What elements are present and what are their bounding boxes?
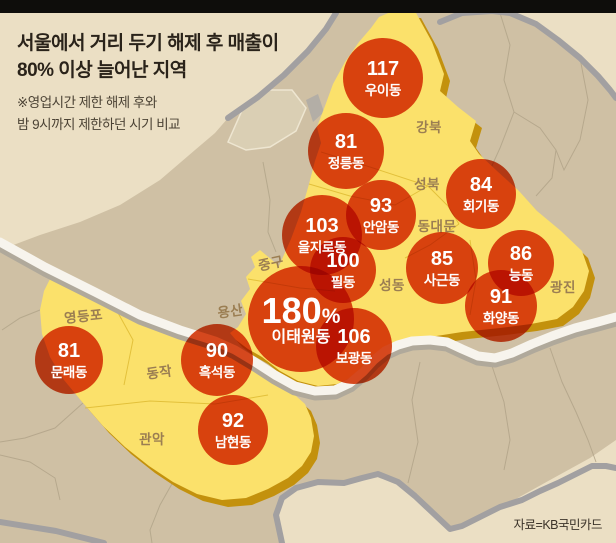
bubble-circles [35, 38, 554, 465]
bubble-circle-우이동 [343, 38, 423, 118]
district-label-영등포: 영등포 [63, 306, 103, 326]
district-label-동대문: 동대문 [418, 219, 457, 234]
bubble-circle-보광동 [316, 308, 392, 384]
district-label-성동: 성동 [379, 278, 405, 293]
bubble-value-정릉동: 81 [335, 131, 357, 153]
bubble-circle-문래동 [35, 326, 103, 394]
bubble-name-정릉동: 정릉동 [328, 155, 364, 171]
bubble-value-보광동: 106 [337, 326, 370, 348]
seoul-boundary-southeast [273, 463, 616, 543]
bubble-circle-사근동 [406, 232, 478, 304]
bubble-value-필동: 100 [326, 250, 359, 272]
bubble-value-남현동: 92 [222, 410, 244, 432]
top-black-bar [0, 0, 616, 13]
outside-seoul-southeast [276, 466, 616, 543]
district-label-성북: 성북 [414, 177, 440, 192]
bubble-name-보광동: 보광동 [336, 350, 372, 366]
bubble-name-흑석동: 흑석동 [199, 364, 235, 380]
district-label-관악: 관악 [139, 431, 165, 447]
bubble-name-남현동: 남현동 [215, 434, 251, 450]
bubble-value-회기동: 84 [470, 174, 493, 196]
district-label-광진: 광진 [550, 279, 576, 295]
bubble-name-을지로동: 을지로동 [298, 240, 346, 255]
bubble-texts: 117 우이동 81 정릉동 84 회기동 93 안암동 103 을지로동 86 능동 100 필동 85 사… [51, 58, 534, 450]
mountain-gray-shape [306, 94, 324, 122]
bubble-value-능동: 86 [510, 243, 532, 265]
bubble-name-회기동: 회기동 [463, 199, 499, 214]
bubble-value-사근동: 85 [431, 248, 453, 270]
bubble-name-능동: 능동 [509, 268, 533, 283]
bubble-value-문래동: 81 [58, 340, 80, 362]
district-label-용산: 용산 [216, 301, 244, 320]
bubble-value-을지로동: 103 [305, 215, 338, 237]
district-label-동작: 동작 [145, 362, 173, 381]
bubble-circle-안암동 [346, 180, 416, 250]
district-borders [0, 12, 597, 543]
bubble-circle-남현동 [198, 395, 268, 465]
bubble-value-흑석동: 90 [206, 340, 228, 362]
bubble-name-우이동: 우이동 [365, 82, 401, 98]
bubble-circle-흑석동 [181, 324, 253, 396]
bubble-name-화양동: 화양동 [483, 311, 519, 326]
bubble-circle-회기동 [446, 159, 516, 229]
bubble-name-이태원동: 이태원동 [272, 328, 331, 346]
bubble-value-우이동: 117 [367, 58, 399, 80]
bubble-name-필동: 필동 [331, 274, 355, 290]
bubble-value-suffix: % [322, 305, 341, 328]
bubble-name-안암동: 안암동 [363, 219, 399, 235]
source-credit: 자료=KB국민카드 [513, 518, 603, 532]
district-label-강북: 강북 [416, 119, 442, 135]
bubble-circle-정릉동 [308, 113, 384, 189]
bubble-value-화양동: 91 [490, 286, 512, 308]
bubble-circle-화양동 [465, 270, 537, 342]
bubble-name-문래동: 문래동 [51, 365, 87, 380]
bubble-value-안암동: 93 [370, 195, 392, 217]
bubble-name-사근동: 사근동 [424, 273, 460, 288]
district-label-중구: 중구 [257, 254, 285, 274]
bubble-value-이태원동: 180% [262, 290, 341, 331]
